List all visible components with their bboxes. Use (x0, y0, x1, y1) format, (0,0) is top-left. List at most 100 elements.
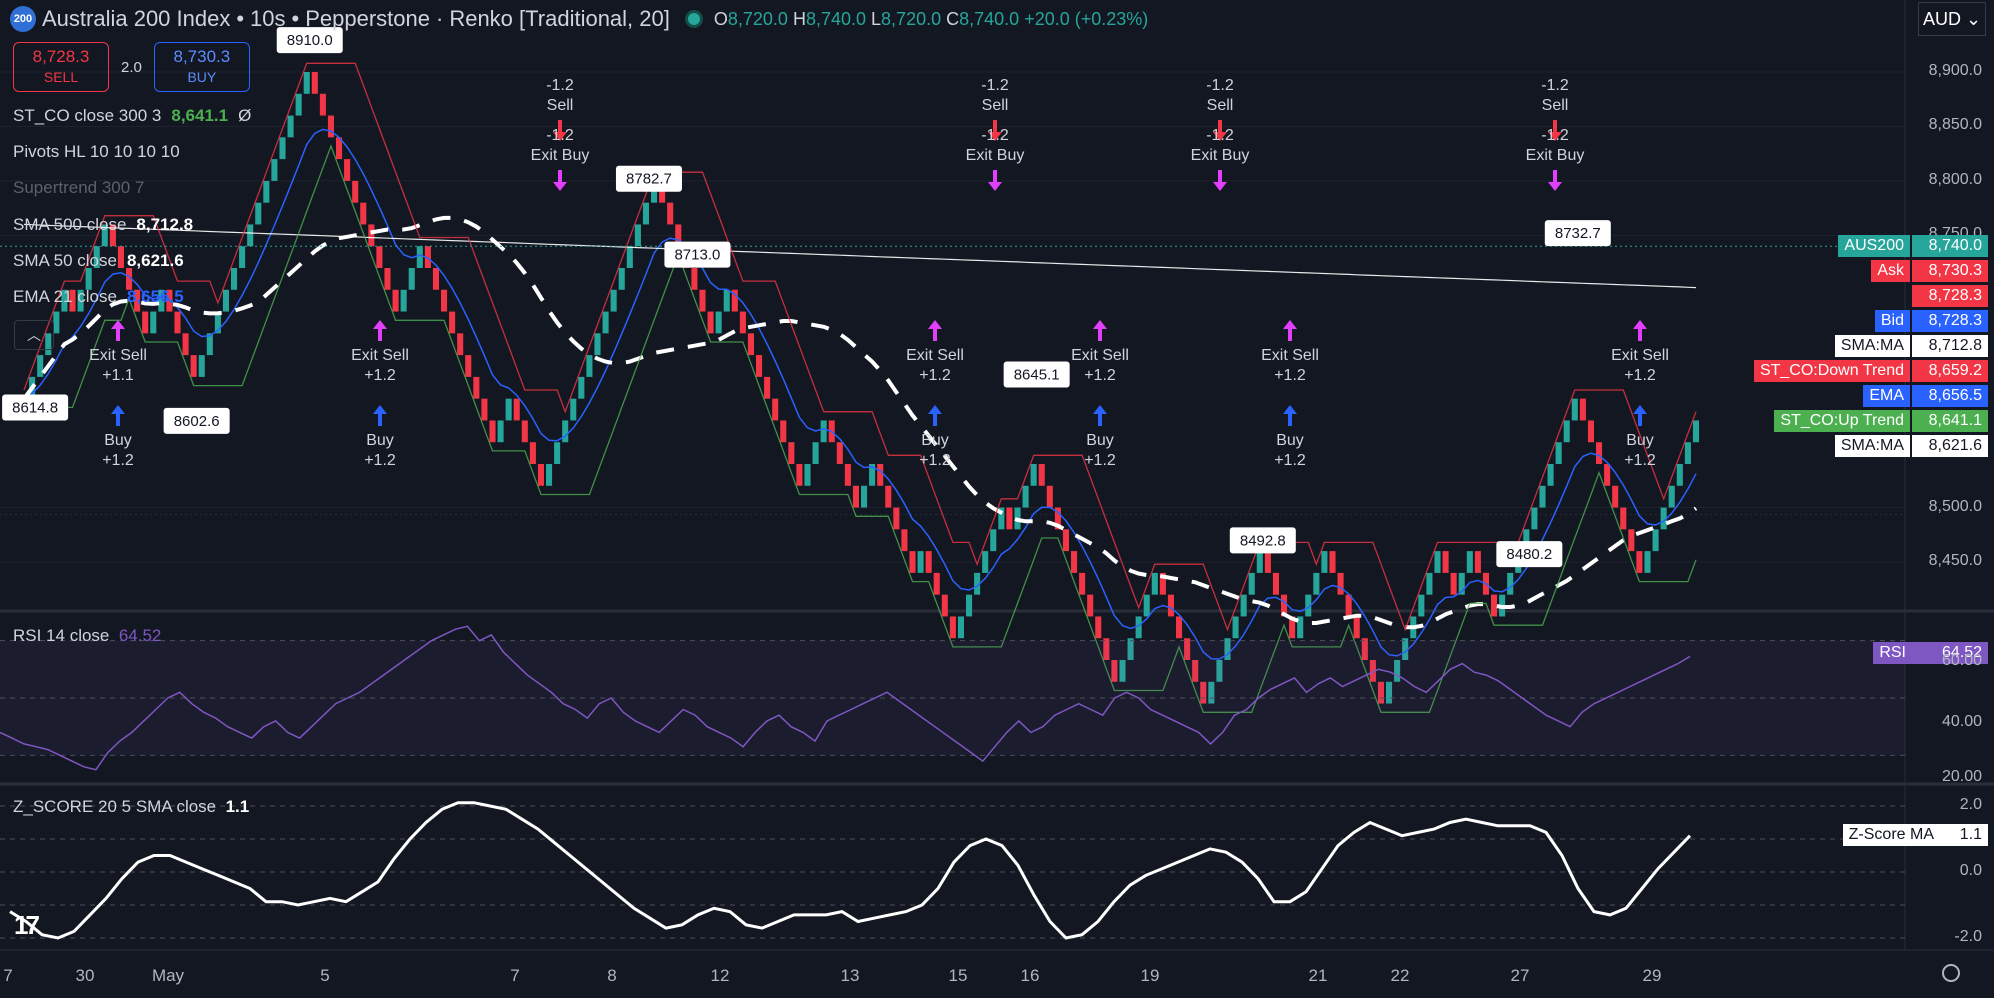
signal-qty: Exit Buy (966, 147, 1025, 164)
price-label-value: 8,730.3 (1912, 260, 1988, 283)
renko-down-brick (69, 289, 76, 312)
renko-down-brick (1087, 594, 1094, 617)
signal-qty: +1.2 (1274, 367, 1306, 384)
renko-down-brick (949, 616, 956, 639)
price-label: SMA:MA 8,712.8 (1834, 335, 1988, 358)
renko-down-brick (675, 224, 682, 247)
renko-up-brick (642, 202, 649, 225)
sell-arrow-icon (1548, 120, 1562, 141)
renko-down-brick (1620, 507, 1627, 530)
legend-pivots[interactable]: Pivots HL 10 10 10 10 (13, 142, 180, 161)
pivot-label-box (163, 407, 230, 434)
buy-button[interactable]: 8,730.3 BUY (153, 42, 250, 92)
renko-down-brick (1361, 638, 1368, 660)
collapse-legend-chevron-up-icon[interactable]: ︿ (14, 320, 54, 350)
renko-up-brick (45, 333, 52, 356)
renko-down-brick (327, 115, 334, 138)
renko-down-brick (836, 442, 843, 464)
renko-down-brick (1450, 572, 1457, 595)
signal-label: Exit Sell (1071, 347, 1129, 364)
renko-down-brick (747, 333, 754, 356)
renko-down-brick (1596, 442, 1603, 464)
currency-select[interactable]: AUD ⌄ (1918, 2, 1986, 36)
time-tick: May (151, 966, 185, 985)
rsi-legend[interactable]: RSI 14 close 64.52 (13, 626, 162, 645)
renko-down-brick (731, 289, 738, 312)
signal-label: -1.2 (546, 77, 574, 94)
renko-up-brick (400, 289, 407, 312)
time-tick: 8 (607, 966, 617, 985)
pivot-label: 8645.1 (1014, 367, 1060, 384)
renko-down-brick (1636, 551, 1643, 573)
sell-arrow-icon (1213, 120, 1227, 141)
renko-down-brick (457, 333, 464, 356)
time-tick: 21 (1308, 966, 1328, 985)
chart-style[interactable]: Renko [Traditional, 20] (449, 6, 670, 31)
renko-up-brick (804, 464, 811, 486)
renko-up-brick (1523, 529, 1530, 552)
symbol-name[interactable]: Australia 200 Index (42, 6, 231, 31)
renko-up-brick (1402, 638, 1409, 660)
renko-down-brick (1264, 551, 1271, 573)
market-status-icon (687, 13, 700, 25)
renko-down-brick (441, 289, 448, 312)
renko-down-brick (909, 551, 916, 573)
renko-up-brick (570, 398, 577, 421)
renko-up-brick (1232, 616, 1239, 639)
renko-up-brick (1555, 442, 1562, 464)
ema-21-line (23, 128, 1697, 660)
legend-supertrend[interactable]: Supertrend 300 7 (13, 178, 145, 197)
legend-sma500[interactable]: SMA 500 close 8,712.8 (13, 215, 194, 234)
sell-button[interactable]: 8,728.3 SELL (13, 42, 109, 92)
settings-gear-icon[interactable] (1942, 964, 1960, 982)
spread-value: 2.0 (121, 58, 142, 76)
price-label-name: ST_CO:Up Trend (1774, 410, 1910, 433)
renko-up-brick (562, 420, 569, 443)
renko-up-brick (1224, 638, 1231, 660)
renko-up-brick (222, 289, 229, 312)
renko-up-brick (1208, 681, 1215, 704)
buy-arrow-icon (1093, 405, 1107, 426)
renko-up-brick (618, 268, 625, 290)
legend-sma50[interactable]: SMA 50 close 8,621.6 (13, 251, 184, 270)
renko-down-brick (1442, 551, 1449, 573)
tradingview-logo-icon[interactable]: 17 (14, 910, 40, 940)
signal-label: -1.2 (1541, 127, 1569, 144)
signal-label: Exit Sell (351, 347, 409, 364)
renko-up-brick (998, 507, 1005, 530)
renko-up-brick (61, 289, 68, 312)
legend-st-co[interactable]: ST_CO close 300 3 8,641.1 Ø (13, 106, 252, 125)
legend-ema21[interactable]: EMA 21 close 8,656.5 (13, 287, 184, 306)
renko-down-brick (885, 485, 892, 508)
price-tick: 8,800.0 (1928, 170, 1982, 188)
zscore-legend[interactable]: Z_SCORE 20 5 SMA close 1.1 (13, 797, 250, 816)
zscore-tick: 0.0 (1959, 862, 1982, 879)
renko-down-brick (344, 159, 351, 181)
price-label-value: 8,656.5 (1912, 385, 1988, 408)
signal-label: Buy (366, 432, 394, 449)
pivot-label: 8910.0 (287, 32, 333, 49)
rsi-line (0, 625, 1691, 771)
interval[interactable]: 10s (250, 6, 286, 31)
sell-arrow-icon (1213, 170, 1227, 191)
pivot-label-box (615, 165, 682, 192)
signal-qty: +1.2 (919, 452, 951, 469)
renko-down-brick (449, 311, 456, 334)
buy-arrow-icon (373, 405, 387, 426)
rsi-tick: 40.00 (1941, 713, 1982, 730)
renko-up-brick (1539, 485, 1546, 508)
renko-up-brick (1531, 507, 1538, 530)
renko-down-brick (780, 420, 787, 443)
time-tick: 12 (710, 966, 730, 985)
renko-up-brick (1692, 420, 1699, 443)
renko-down-brick (1167, 594, 1174, 617)
renko-down-brick (117, 246, 124, 268)
renko-down-brick (756, 355, 763, 377)
renko-up-brick (982, 551, 989, 573)
renko-down-brick (489, 420, 496, 443)
signal-label: -1.2 (1206, 77, 1234, 94)
renko-up-brick (53, 311, 60, 334)
renko-down-brick (1192, 660, 1199, 682)
time-tick: 15 (948, 966, 968, 985)
